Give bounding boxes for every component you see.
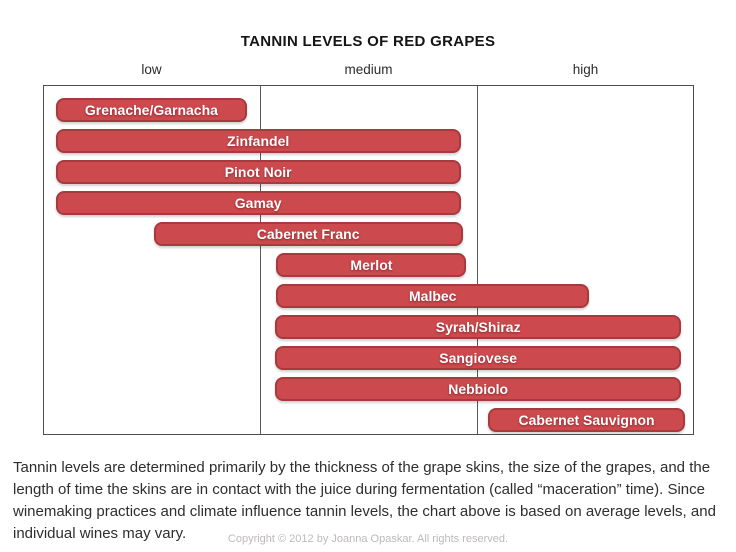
grape-bar-grenache-garnacha: Grenache/Garnacha bbox=[55, 98, 248, 122]
column-divider-low-medium bbox=[260, 86, 261, 434]
grape-bar-label: Malbec bbox=[409, 288, 457, 304]
grape-bar-label: Pinot Noir bbox=[224, 164, 292, 180]
grape-bar-merlot: Merlot bbox=[276, 253, 467, 277]
axis-label-medium: medium bbox=[344, 62, 393, 77]
axis-label-low: low bbox=[141, 62, 162, 77]
grape-bar-gamay: Gamay bbox=[55, 191, 461, 215]
grape-bar-cabernet-franc: Cabernet Franc bbox=[153, 222, 463, 246]
grape-bar-sangiovese: Sangiovese bbox=[275, 346, 682, 370]
grape-bar-syrah-shiraz: Syrah/Shiraz bbox=[275, 315, 682, 339]
grape-bar-label: Nebbiolo bbox=[448, 381, 509, 397]
bars-container: Grenache/Garnacha Zinfandel Pinot Noir Gama… bbox=[44, 86, 693, 434]
grape-bar-zinfandel: Zinfandel bbox=[55, 129, 461, 153]
axis-label-high: high bbox=[572, 62, 599, 77]
grape-bar-nebbiolo: Nebbiolo bbox=[275, 377, 682, 401]
column-divider-medium-high bbox=[477, 86, 478, 434]
axis-labels: low medium high bbox=[43, 62, 694, 77]
grape-bar-label: Merlot bbox=[350, 257, 393, 273]
grape-bar-cabernet-sauvignon: Cabernet Sauvignon bbox=[487, 408, 686, 432]
grape-bar-label: Gamay bbox=[234, 195, 282, 211]
chart-title: TANNIN LEVELS OF RED GRAPES bbox=[240, 33, 496, 50]
copyright-text: Copyright © 2012 by Joanna Opaskar. All … bbox=[227, 533, 509, 545]
grape-bar-pinot-noir: Pinot Noir bbox=[55, 160, 461, 184]
description-text: Tannin levels are determined primarily b… bbox=[13, 459, 716, 542]
grape-bar-label: Zinfandel bbox=[227, 133, 290, 149]
grape-bar-label: Sangiovese bbox=[439, 350, 518, 366]
grape-bar-malbec: Malbec bbox=[276, 284, 590, 308]
grape-bar-label: Cabernet Sauvignon bbox=[518, 412, 655, 428]
grape-bar-label: Syrah/Shiraz bbox=[435, 319, 521, 335]
grape-bar-label: Cabernet Franc bbox=[256, 226, 360, 242]
grape-bar-label: Grenache/Garnacha bbox=[84, 102, 218, 118]
tannin-chart: Grenache/Garnacha Zinfandel Pinot Noir Gama… bbox=[43, 85, 694, 435]
